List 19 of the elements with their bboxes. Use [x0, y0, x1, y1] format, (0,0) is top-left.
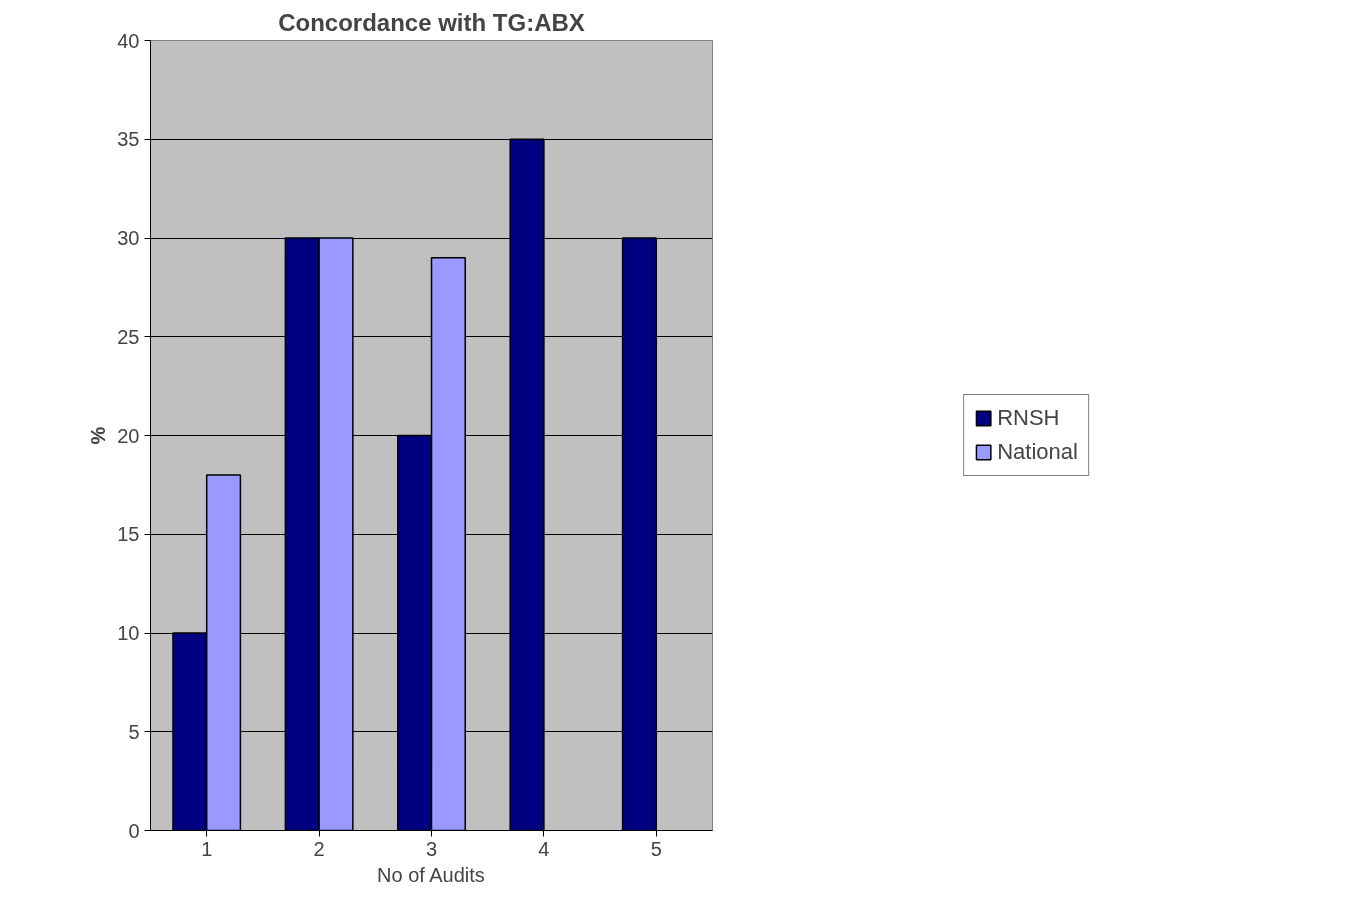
- y-axis-title: %: [87, 426, 110, 445]
- y-tick-label: 10: [117, 622, 140, 644]
- chart-title: Concordance with TG:ABX: [278, 8, 585, 36]
- x-tick-label: 4: [538, 837, 550, 860]
- x-axis-title: No of Audits: [377, 863, 485, 886]
- y-tick-label: 40: [117, 29, 140, 52]
- legend-label: National: [997, 439, 1078, 465]
- y-tick-label: 20: [117, 424, 140, 447]
- x-tick-label: 5: [650, 837, 662, 860]
- y-tick-label: 30: [117, 227, 140, 249]
- legend-label: RNSH: [997, 405, 1060, 431]
- y-tick-label: 25: [117, 325, 140, 348]
- y-tick-label: 15: [117, 523, 140, 546]
- x-tick-label: 3: [425, 837, 438, 860]
- y-tick-label: 5: [128, 720, 140, 743]
- x-tick-label: 2: [313, 837, 325, 860]
- y-tick-label: 0: [128, 819, 140, 842]
- y-tick-label: 35: [117, 128, 140, 151]
- x-tick-label: 1: [201, 837, 213, 860]
